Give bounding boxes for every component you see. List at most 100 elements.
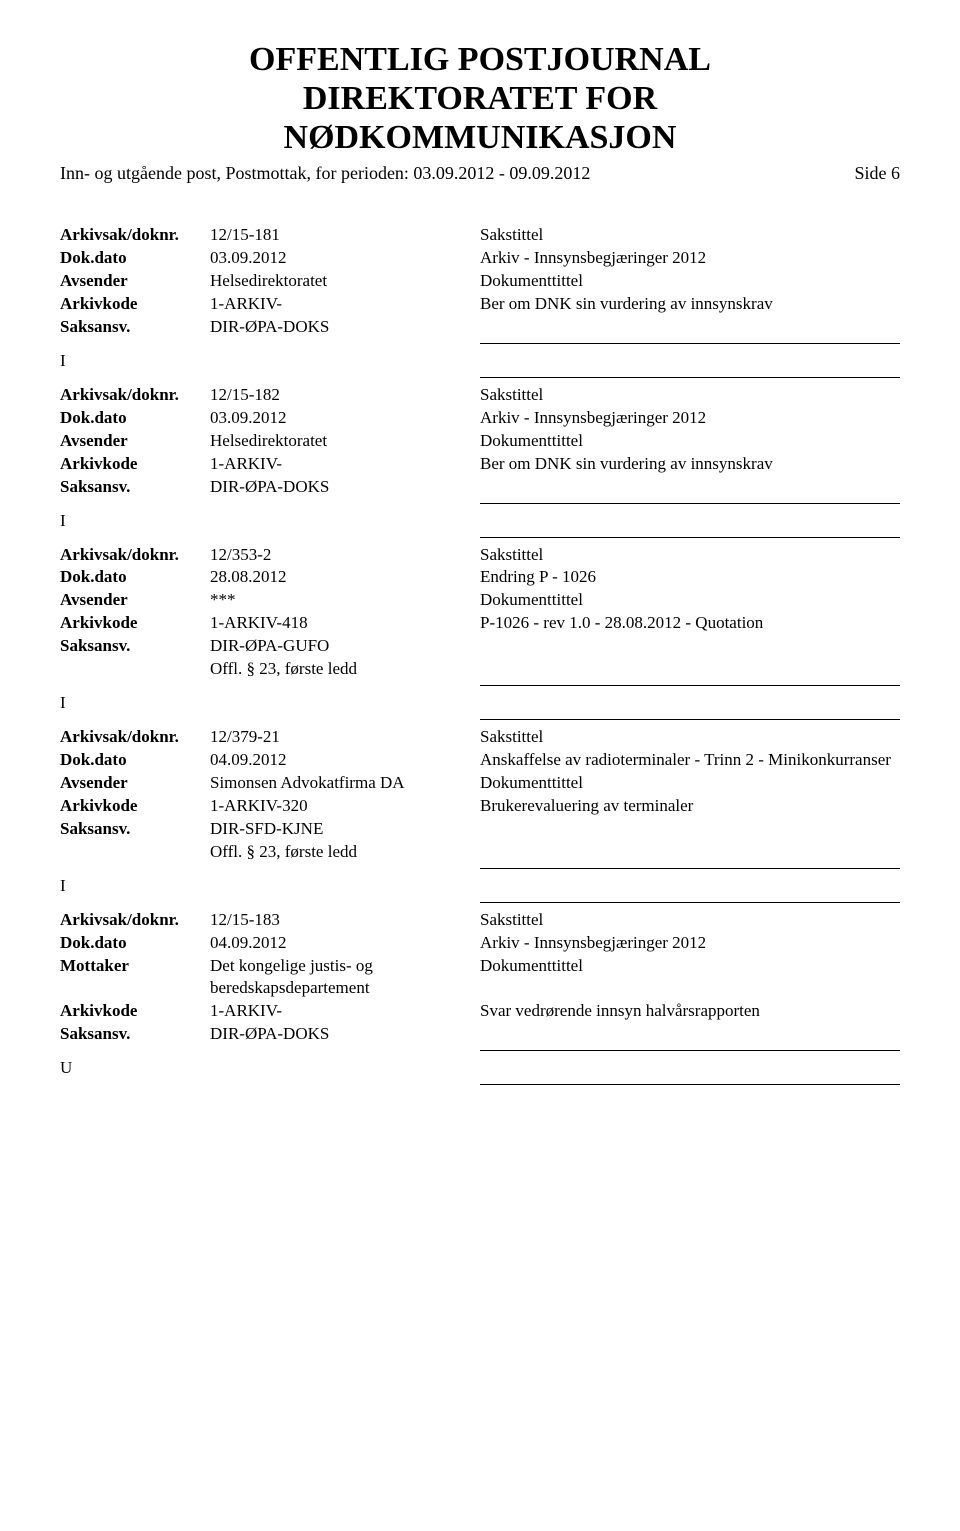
label-sakstittel: Sakstittel [480, 224, 900, 247]
label-dokdato: Dok.dato [60, 566, 210, 589]
label-dokdato: Dok.dato [60, 932, 210, 955]
divider [480, 377, 900, 378]
label-arkivkode: Arkivkode [60, 612, 210, 635]
value-saksansv: DIR-SFD-KJNE [210, 818, 480, 841]
value-dato: 04.09.2012 [210, 932, 480, 955]
row-doknr: Arkivsak/doknr.12/379-21Sakstittel [60, 726, 900, 749]
divider [480, 1050, 900, 1051]
label-saksansv: Saksansv. [60, 635, 210, 658]
label-dokdato: Dok.dato [60, 407, 210, 430]
label-party: Avsender [60, 772, 210, 795]
divider [480, 685, 900, 686]
divider [480, 343, 900, 344]
label-arkivsak: Arkivsak/doknr. [60, 726, 210, 749]
value-arkivkode: 1-ARKIV- [210, 453, 480, 476]
value-doknr: 12/15-183 [210, 909, 480, 932]
value-party: Helsedirektoratet [210, 270, 480, 293]
row-doknr: Arkivsak/doknr.12/15-181Sakstittel [60, 224, 900, 247]
journal-record: Arkivsak/doknr.12/15-183SakstittelDok.da… [60, 909, 900, 1086]
value-arkivkode: 1-ARKIV-418 [210, 612, 480, 635]
divider [480, 719, 900, 720]
row-party: MottakerDet kongelige justis- og beredsk… [60, 955, 900, 1001]
value-doknr: 12/379-21 [210, 726, 480, 749]
value-doktittel: Svar vedrørende innsyn halvårsrapporten [480, 1000, 900, 1023]
row-dato: Dok.dato28.08.2012Endring P - 1026 [60, 566, 900, 589]
journal-record: Arkivsak/doknr.12/353-2SakstittelDok.dat… [60, 544, 900, 721]
value-doktittel: Ber om DNK sin vurdering av innsynskrav [480, 453, 900, 476]
row-dato: Dok.dato03.09.2012Arkiv - Innsynsbegjæri… [60, 247, 900, 270]
label-saksansv: Saksansv. [60, 1023, 210, 1046]
title-line-1: OFFENTLIG POSTJOURNAL [60, 40, 900, 79]
value-sakstittel: Endring P - 1026 [480, 566, 900, 589]
value-extra: Offl. § 23, første ledd [210, 658, 480, 681]
page-side: Side 6 [854, 163, 900, 184]
label-party: Avsender [60, 430, 210, 453]
value-party: Helsedirektoratet [210, 430, 480, 453]
label-party: Avsender [60, 589, 210, 612]
row-extra: Offl. § 23, første ledd [60, 841, 900, 864]
label-party: Avsender [60, 270, 210, 293]
row-doknr: Arkivsak/doknr.12/15-182Sakstittel [60, 384, 900, 407]
value-dato: 03.09.2012 [210, 247, 480, 270]
label-arkivsak: Arkivsak/doknr. [60, 909, 210, 932]
row-extra: Offl. § 23, første ledd [60, 658, 900, 681]
value-sakstittel: Arkiv - Innsynsbegjæringer 2012 [480, 932, 900, 955]
records-container: Arkivsak/doknr.12/15-181SakstittelDok.da… [60, 224, 900, 1085]
row-party: AvsenderSimonsen Advokatfirma DADokument… [60, 772, 900, 795]
label-doktittel: Dokumenttittel [480, 430, 900, 453]
value-saksansv: DIR-ØPA-GUFO [210, 635, 480, 658]
period-line: Inn- og utgående post, Postmottak, for p… [60, 163, 590, 184]
label-dokdato: Dok.dato [60, 749, 210, 772]
label-arkivkode: Arkivkode [60, 795, 210, 818]
label-doktittel: Dokumenttittel [480, 270, 900, 293]
value-sakstittel: Anskaffelse av radioterminaler - Trinn 2… [480, 749, 900, 772]
io-flag: I [60, 692, 900, 715]
value-doknr: 12/15-181 [210, 224, 480, 247]
row-arkivkode: Arkivkode1-ARKIV-Ber om DNK sin vurderin… [60, 293, 900, 316]
row-arkivkode: Arkivkode1-ARKIV-Ber om DNK sin vurderin… [60, 453, 900, 476]
io-flag: I [60, 350, 900, 373]
label-sakstittel: Sakstittel [480, 544, 900, 567]
label-dokdato: Dok.dato [60, 247, 210, 270]
value-dato: 03.09.2012 [210, 407, 480, 430]
value-extra: Offl. § 23, første ledd [210, 841, 480, 864]
label-arkivsak: Arkivsak/doknr. [60, 544, 210, 567]
row-saksansv: Saksansv.DIR-ØPA-DOKS [60, 316, 900, 339]
title-line-2: DIREKTORATET FOR [60, 79, 900, 118]
divider [480, 868, 900, 869]
value-saksansv: DIR-ØPA-DOKS [210, 1023, 480, 1046]
label-sakstittel: Sakstittel [480, 384, 900, 407]
value-doktittel: Brukerevaluering av terminaler [480, 795, 900, 818]
row-party: AvsenderHelsedirektoratetDokumenttittel [60, 430, 900, 453]
value-doktittel: P-1026 - rev 1.0 - 28.08.2012 - Quotatio… [480, 612, 900, 635]
label-sakstittel: Sakstittel [480, 726, 900, 749]
row-saksansv: Saksansv.DIR-ØPA-GUFO [60, 635, 900, 658]
row-doknr: Arkivsak/doknr.12/15-183Sakstittel [60, 909, 900, 932]
divider [480, 503, 900, 504]
io-flag: I [60, 510, 900, 533]
row-dato: Dok.dato03.09.2012Arkiv - Innsynsbegjæri… [60, 407, 900, 430]
value-doknr: 12/15-182 [210, 384, 480, 407]
value-sakstittel: Arkiv - Innsynsbegjæringer 2012 [480, 407, 900, 430]
divider [480, 537, 900, 538]
row-party: Avsender***Dokumenttittel [60, 589, 900, 612]
label-doktittel: Dokumenttittel [480, 589, 900, 612]
row-arkivkode: Arkivkode1-ARKIV-320Brukerevaluering av … [60, 795, 900, 818]
value-saksansv: DIR-ØPA-DOKS [210, 476, 480, 499]
label-arkivkode: Arkivkode [60, 293, 210, 316]
row-saksansv: Saksansv.DIR-ØPA-DOKS [60, 1023, 900, 1046]
value-arkivkode: 1-ARKIV- [210, 293, 480, 316]
value-party: Simonsen Advokatfirma DA [210, 772, 480, 795]
label-saksansv: Saksansv. [60, 476, 210, 499]
divider [480, 1084, 900, 1085]
label-saksansv: Saksansv. [60, 818, 210, 841]
io-flag: I [60, 875, 900, 898]
value-doknr: 12/353-2 [210, 544, 480, 567]
page: OFFENTLIG POSTJOURNAL DIREKTORATET FOR N… [0, 0, 960, 1131]
row-arkivkode: Arkivkode1-ARKIV-Svar vedrørende innsyn … [60, 1000, 900, 1023]
value-doktittel: Ber om DNK sin vurdering av innsynskrav [480, 293, 900, 316]
value-dato: 28.08.2012 [210, 566, 480, 589]
label-sakstittel: Sakstittel [480, 909, 900, 932]
value-arkivkode: 1-ARKIV-320 [210, 795, 480, 818]
value-sakstittel: Arkiv - Innsynsbegjæringer 2012 [480, 247, 900, 270]
